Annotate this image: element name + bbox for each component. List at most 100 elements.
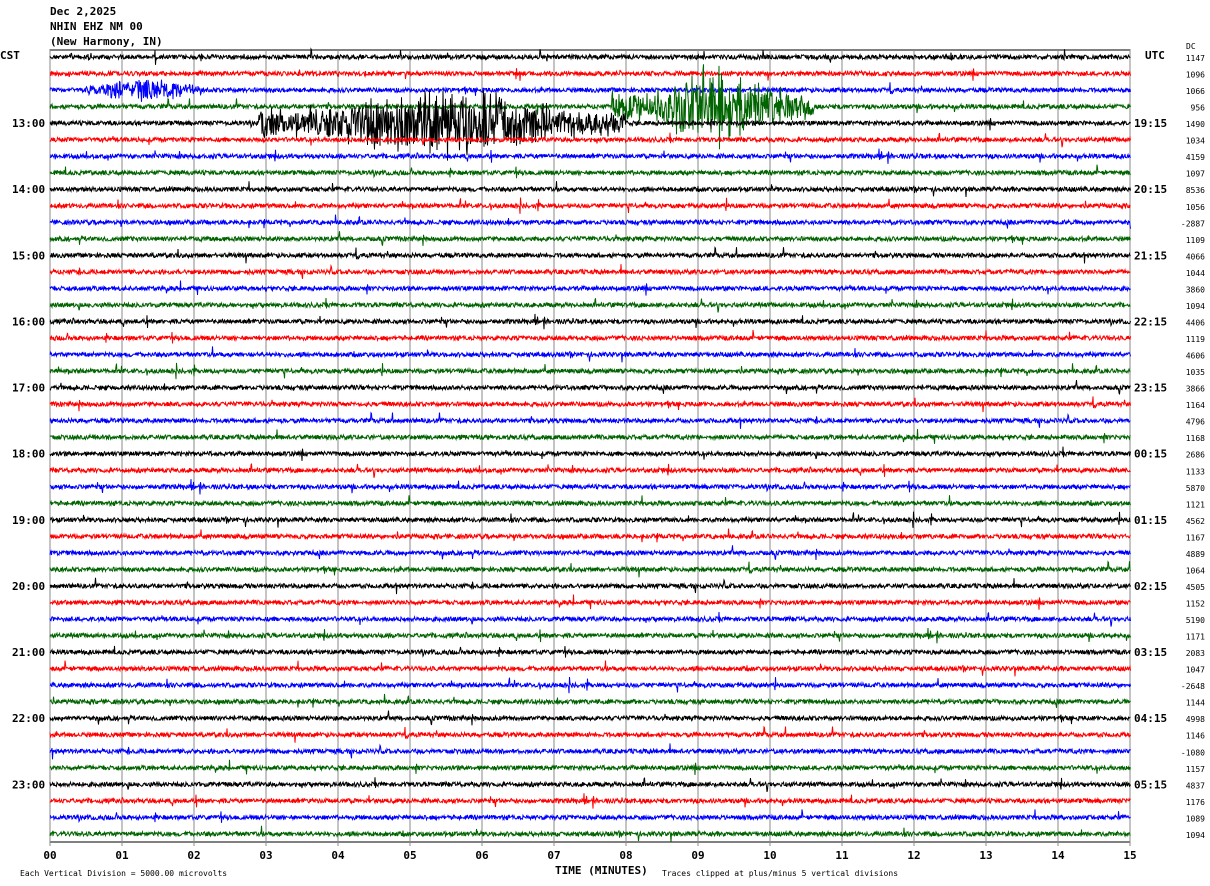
dc-value: 1056 xyxy=(1186,203,1205,212)
trace-row-17 xyxy=(49,329,1131,344)
utc-time-label: 20:15 xyxy=(1134,183,1167,196)
trace-row-19 xyxy=(49,362,1131,380)
trace-row-3 xyxy=(49,64,1131,150)
dc-value: -2648 xyxy=(1181,682,1205,691)
dc-value: 1094 xyxy=(1186,831,1205,840)
trace-row-15 xyxy=(49,297,1131,313)
trace-row-40 xyxy=(49,710,1131,726)
dc-value: 4159 xyxy=(1186,153,1205,162)
dc-value: 3866 xyxy=(1186,385,1205,394)
utc-time-label: 03:15 xyxy=(1134,646,1167,659)
trace-row-44 xyxy=(49,777,1131,793)
dc-value: 4066 xyxy=(1186,252,1205,261)
trace-row-27 xyxy=(49,495,1131,508)
dc-value: 1064 xyxy=(1186,566,1205,575)
trace-row-8 xyxy=(49,181,1131,198)
dc-value: 4505 xyxy=(1186,583,1205,592)
x-tick-label: 15 xyxy=(1123,849,1136,862)
cst-time-label: 19:00 xyxy=(12,514,45,527)
dc-value: 1034 xyxy=(1186,137,1205,146)
x-tick-label: 00 xyxy=(43,849,56,862)
trace-row-7 xyxy=(49,164,1131,179)
trace-row-11 xyxy=(49,231,1131,246)
trace-row-14 xyxy=(49,280,1131,296)
cst-time-label: 20:00 xyxy=(12,580,45,593)
trace-row-33 xyxy=(49,594,1131,610)
dc-value: 1164 xyxy=(1186,401,1205,410)
dc-value: 1168 xyxy=(1186,434,1205,443)
dc-value: 5870 xyxy=(1186,484,1205,493)
dc-value: 4837 xyxy=(1186,781,1205,790)
x-tick-label: 05 xyxy=(403,849,416,862)
x-axis-label: TIME (MINUTES) xyxy=(555,864,648,877)
trace-row-10 xyxy=(49,214,1131,229)
x-tick-label: 01 xyxy=(115,849,129,862)
dc-value: -2887 xyxy=(1181,219,1205,228)
dc-value: 4562 xyxy=(1186,517,1205,526)
header-station: NHIN EHZ NM 00 xyxy=(50,20,143,33)
trace-row-36 xyxy=(49,645,1131,658)
dc-value: 1490 xyxy=(1186,120,1205,129)
trace-row-13 xyxy=(49,263,1131,279)
trace-row-32 xyxy=(49,577,1131,595)
dc-value: 1152 xyxy=(1186,599,1205,608)
trace-row-6 xyxy=(49,148,1131,164)
plot-frame xyxy=(49,49,1131,843)
dc-value: -1080 xyxy=(1181,748,1205,757)
dc-value: 1044 xyxy=(1186,269,1205,278)
x-tick-label: 10 xyxy=(763,849,776,862)
trace-row-29 xyxy=(49,528,1131,543)
trace-row-37 xyxy=(49,660,1131,677)
dc-value: 4889 xyxy=(1186,550,1205,559)
utc-axis-title: UTC xyxy=(1145,49,1165,62)
dc-value: 1097 xyxy=(1186,170,1205,179)
x-tick-label: 12 xyxy=(907,849,920,862)
cst-time-label: 23:00 xyxy=(12,778,45,791)
dc-value: 1109 xyxy=(1186,236,1205,245)
dc-value: 1171 xyxy=(1186,633,1205,642)
dc-value: 2083 xyxy=(1186,649,1205,658)
x-tick-label: 08 xyxy=(619,849,632,862)
dc-value: 1121 xyxy=(1186,500,1205,509)
utc-time-label: 02:15 xyxy=(1134,580,1167,593)
trace-row-30 xyxy=(49,545,1131,561)
dc-value: 1094 xyxy=(1186,302,1205,311)
dc-value: 1096 xyxy=(1186,71,1205,80)
x-tick-label: 11 xyxy=(835,849,849,862)
trace-row-24 xyxy=(49,446,1131,461)
utc-time-label: 01:15 xyxy=(1134,514,1167,527)
utc-time-label: 23:15 xyxy=(1134,382,1167,395)
trace-row-41 xyxy=(49,725,1131,743)
trace-row-38 xyxy=(49,676,1131,694)
trace-row-28 xyxy=(49,511,1131,528)
dc-value: 1047 xyxy=(1186,666,1205,675)
cst-time-label: 14:00 xyxy=(12,183,45,196)
dc-value: 2686 xyxy=(1186,451,1205,460)
clip-note: Traces clipped at plus/minus 5 vertical … xyxy=(662,869,899,878)
dc-value: 8536 xyxy=(1186,186,1205,195)
cst-time-label: 16:00 xyxy=(12,315,45,328)
trace-row-46 xyxy=(49,809,1131,824)
cst-time-label: 22:00 xyxy=(12,712,45,725)
dc-value: 1146 xyxy=(1186,732,1205,741)
dc-value: 1157 xyxy=(1186,765,1205,774)
trace-row-18 xyxy=(49,346,1131,363)
dc-value: 1119 xyxy=(1186,335,1205,344)
trace-row-34 xyxy=(49,611,1131,627)
x-tick-label: 13 xyxy=(979,849,992,862)
trace-row-20 xyxy=(49,379,1131,395)
trace-row-23 xyxy=(49,429,1131,444)
dc-value: 1035 xyxy=(1186,368,1205,377)
utc-time-label: 22:15 xyxy=(1134,315,1167,328)
header-date: Dec 2,2025 xyxy=(50,5,117,18)
x-tick-label: 07 xyxy=(547,849,560,862)
trace-row-39 xyxy=(49,693,1131,708)
cst-time-label: 17:00 xyxy=(12,382,45,395)
cst-time-label: 18:00 xyxy=(12,448,45,461)
trace-row-21 xyxy=(49,396,1131,413)
trace-row-47 xyxy=(49,825,1131,842)
trace-row-22 xyxy=(49,411,1131,429)
trace-row-25 xyxy=(49,463,1131,478)
x-tick-label: 03 xyxy=(259,849,272,862)
trace-row-5 xyxy=(49,132,1131,148)
